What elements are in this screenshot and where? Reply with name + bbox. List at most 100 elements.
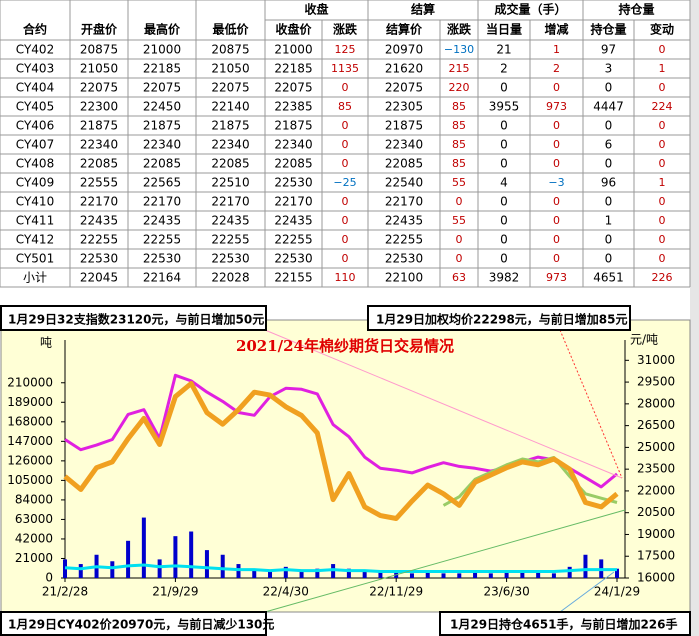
volume-bar [268, 570, 273, 578]
cell: 85 [452, 138, 466, 151]
cell: 0 [605, 252, 613, 266]
cell: 22185 [143, 62, 181, 76]
series-line [63, 381, 619, 521]
cell: 20970 [385, 43, 423, 57]
cell: 21875 [274, 119, 312, 133]
volume-bar [346, 568, 351, 578]
cell: 22100 [385, 271, 423, 285]
cell: 0 [659, 214, 666, 227]
cell: 0 [605, 157, 613, 171]
cell: 6 [605, 138, 613, 152]
y2-tick-label: 23500 [637, 462, 675, 476]
cell: 21050 [80, 62, 118, 76]
cell: 3982 [489, 271, 520, 285]
cell: 22435 [143, 214, 181, 228]
volume-bar [283, 566, 288, 578]
volume-bar [504, 571, 509, 578]
cell: 0 [553, 119, 560, 132]
volume-bar [536, 572, 541, 578]
column-header: 收盘价 [275, 22, 312, 37]
cell: CY412 [16, 233, 54, 247]
volume-bar [110, 561, 115, 578]
column-header: 变动 [650, 22, 674, 37]
cell: 0 [659, 233, 666, 246]
cell: 0 [659, 119, 666, 132]
y-axis-label: 吨 [40, 336, 52, 350]
cell: 22085 [211, 157, 249, 171]
cell: 22450 [143, 100, 181, 114]
chart-title: 2021/24年棉纱期货日交易情况 [236, 337, 454, 355]
y-tick-label: 189000 [7, 395, 53, 409]
cell: −3 [548, 176, 564, 189]
column-header: 持仓量 [590, 22, 626, 37]
y2-tick-label: 16000 [637, 571, 675, 585]
column-header: 开盘价 [81, 22, 118, 37]
cell: 22340 [274, 138, 312, 152]
cell: 22340 [385, 138, 423, 152]
cell: 0 [605, 81, 613, 95]
cell: 22255 [211, 233, 249, 247]
y-tick-label: 147000 [7, 434, 53, 448]
cell: 1 [605, 214, 613, 228]
cell: CY409 [16, 176, 54, 190]
x-tick-label: 21/2/28 [42, 585, 88, 599]
volume-bar [409, 573, 414, 578]
cell: 22435 [211, 214, 249, 228]
cell: 0 [659, 252, 666, 265]
pointer-line [264, 329, 623, 479]
cell: 22075 [80, 81, 118, 95]
cell: 0 [342, 157, 349, 170]
cell: 22085 [80, 157, 118, 171]
y2-tick-label: 19000 [637, 527, 675, 541]
cell: 22435 [385, 214, 423, 228]
cell: 973 [546, 100, 567, 113]
cell: 22530 [143, 252, 181, 266]
y2-axis-label: 元/吨 [630, 333, 658, 347]
cell: 3955 [489, 100, 520, 114]
volume-bar [315, 568, 320, 578]
x-tick-label: 24/1/29 [594, 585, 640, 599]
cell: 22540 [385, 176, 423, 190]
column-header: 结算价 [386, 22, 423, 37]
cell: 21875 [385, 119, 423, 133]
volume-bar [173, 536, 178, 578]
volume-bar [488, 573, 493, 578]
cell: 0 [342, 252, 349, 265]
cell: 0 [659, 81, 666, 94]
cell: 21620 [385, 62, 423, 76]
cell: 4651 [593, 271, 624, 285]
cell: CY410 [16, 195, 54, 209]
cell: 0 [342, 119, 349, 132]
y-tick-label: 210000 [7, 375, 53, 389]
y2-tick-label: 17500 [637, 549, 675, 563]
volume-bar [583, 554, 588, 578]
cell: 0 [500, 81, 508, 95]
cell: 0 [605, 233, 613, 247]
column-header: 当日量 [486, 22, 522, 37]
cell: 0 [659, 43, 666, 56]
x-tick-label: 22/4/30 [263, 585, 309, 599]
cell: 63 [452, 271, 466, 284]
cell: 22085 [385, 157, 423, 171]
cell: 1 [659, 176, 666, 189]
cell: 小计 [23, 271, 47, 285]
cell: 22075 [143, 81, 181, 95]
annotation: 1月29日CY402价20970元，与前日减少130元 [8, 617, 274, 632]
cell: 22305 [385, 100, 423, 114]
volume-bar [204, 550, 209, 578]
cell: CY411 [16, 214, 54, 228]
cell: 22340 [80, 138, 118, 152]
x-tick-label: 21/9/29 [152, 585, 198, 599]
cell: 22530 [385, 252, 423, 266]
cell: 22255 [143, 233, 181, 247]
cell: 97 [601, 43, 616, 57]
cell: 22085 [274, 157, 312, 171]
volume-bar [615, 568, 619, 578]
volume-bar [378, 571, 383, 578]
y-tick-label: 21000 [15, 551, 53, 565]
cell: 22170 [80, 195, 118, 209]
cell: 22555 [80, 176, 118, 190]
pointer-line [559, 329, 623, 479]
cell: 22075 [385, 81, 423, 95]
